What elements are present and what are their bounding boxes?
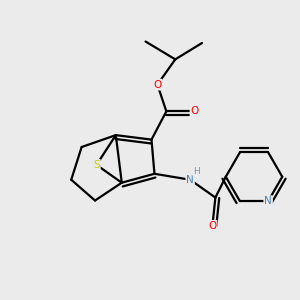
Text: S: S bbox=[93, 160, 100, 170]
Text: O: O bbox=[208, 221, 217, 231]
Text: H: H bbox=[193, 167, 200, 176]
Text: N: N bbox=[264, 196, 272, 206]
Text: O: O bbox=[190, 106, 199, 116]
Text: O: O bbox=[153, 80, 162, 90]
Text: N: N bbox=[186, 175, 194, 185]
